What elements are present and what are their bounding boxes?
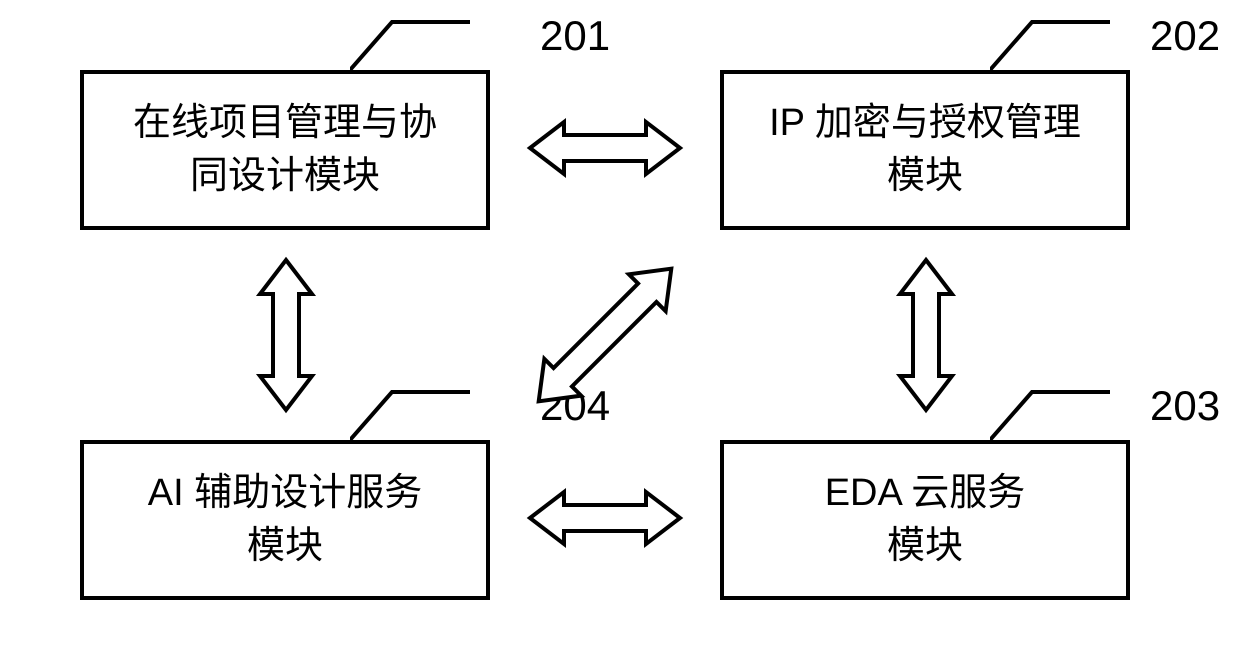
node-204-text: AI 辅助设计服务 模块 xyxy=(138,461,432,579)
node-203-line2: 模块 xyxy=(887,525,963,567)
node-204-line2: 模块 xyxy=(247,525,323,567)
node-203: EDA 云服务 模块 xyxy=(720,440,1130,600)
node-201-line2: 同设计模块 xyxy=(190,155,380,197)
arrow-right-bidir xyxy=(898,260,954,410)
ref-label-202: 202 xyxy=(1150,12,1220,60)
arrow-top-bidir xyxy=(530,120,680,176)
node-202-line2: 模块 xyxy=(887,155,963,197)
ref-label-203: 203 xyxy=(1150,382,1220,430)
node-201-text: 在线项目管理与协 同设计模块 xyxy=(123,91,447,209)
node-204-line1: AI 辅助设计服务 xyxy=(148,472,422,514)
callout-202 xyxy=(990,20,1110,70)
node-202-text: IP 加密与授权管理 模块 xyxy=(759,91,1091,209)
node-203-text: EDA 云服务 模块 xyxy=(815,461,1036,579)
callout-204 xyxy=(350,390,470,440)
arrow-bottom-bidir xyxy=(530,490,680,546)
node-202: IP 加密与授权管理 模块 xyxy=(720,70,1130,230)
node-204: AI 辅助设计服务 模块 xyxy=(80,440,490,600)
callout-203 xyxy=(990,390,1110,440)
node-202-line1: IP 加密与授权管理 xyxy=(769,102,1081,144)
arrow-left-bidir xyxy=(258,260,314,410)
node-201-line1: 在线项目管理与协 xyxy=(133,102,437,144)
ref-label-201: 201 xyxy=(540,12,610,60)
callout-201 xyxy=(350,20,470,70)
arrow-diagonal-bidir xyxy=(520,250,690,420)
node-203-line1: EDA 云服务 xyxy=(825,472,1026,514)
node-201: 在线项目管理与协 同设计模块 xyxy=(80,70,490,230)
